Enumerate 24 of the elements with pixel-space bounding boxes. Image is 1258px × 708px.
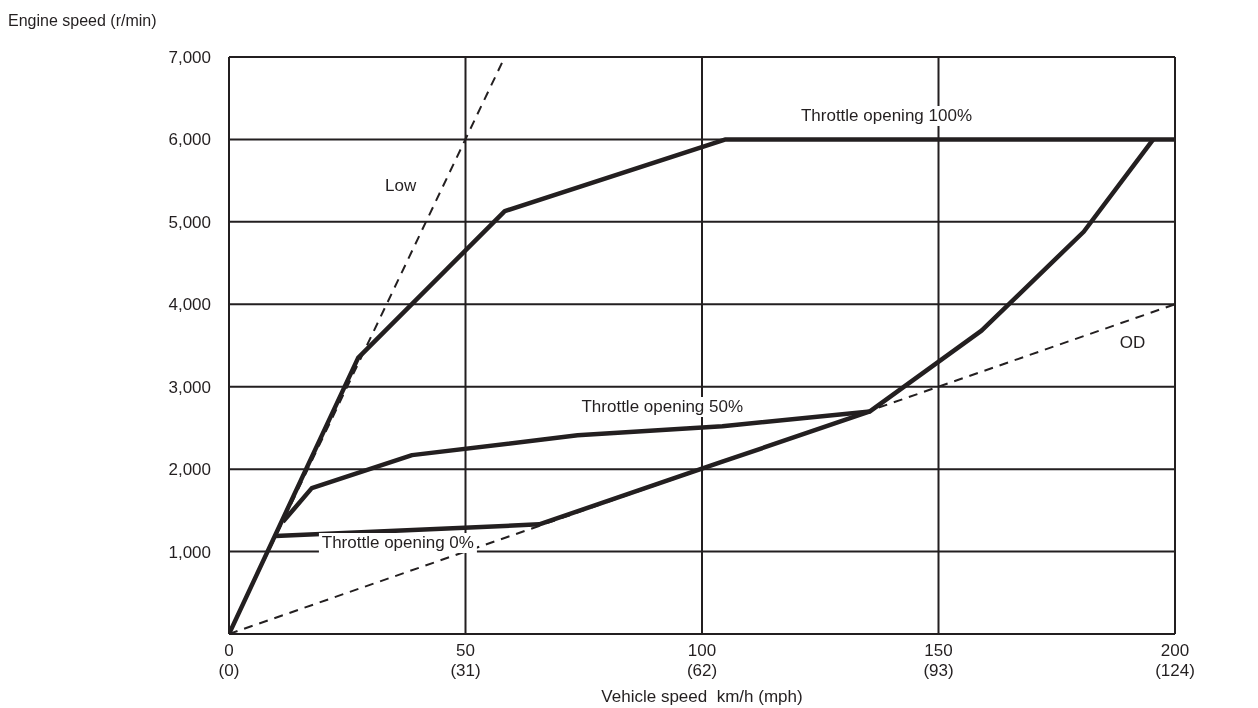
- x-tick-label: 50: [456, 641, 475, 660]
- x-tick-label: 150: [924, 641, 953, 660]
- x-tick-label: 0: [224, 641, 234, 660]
- x2-tick-label: (124): [1155, 661, 1195, 680]
- y-tick-label: 7,000: [168, 48, 211, 68]
- x-tick-label: 100: [687, 641, 717, 660]
- y-tick-label: 3,000: [168, 377, 211, 397]
- y-axis-title: Engine speed (r/min): [8, 12, 157, 30]
- series-label: Throttle opening 50%: [578, 396, 747, 417]
- series-label: Throttle opening 0%: [318, 533, 477, 554]
- series-label: Throttle opening 100%: [797, 106, 975, 127]
- x2-tick-label: (31): [450, 661, 481, 680]
- x-axis-title: Vehicle speed km/h (mph): [601, 687, 803, 706]
- x2-tick-label: (0): [218, 661, 240, 680]
- series-label: OD: [1116, 333, 1149, 354]
- x-tick-label: 200: [1160, 641, 1190, 660]
- y-tick-label: 1,000: [168, 542, 211, 562]
- y-tick-label: 6,000: [168, 130, 211, 150]
- x2-tick-label: (93): [923, 661, 954, 680]
- y-tick-label: 2,000: [168, 460, 211, 480]
- x2-tick-label: (62): [686, 661, 718, 680]
- y-tick-label: 4,000: [168, 295, 211, 315]
- series-label: Low: [382, 176, 420, 197]
- y-tick-label: 5,000: [168, 212, 211, 232]
